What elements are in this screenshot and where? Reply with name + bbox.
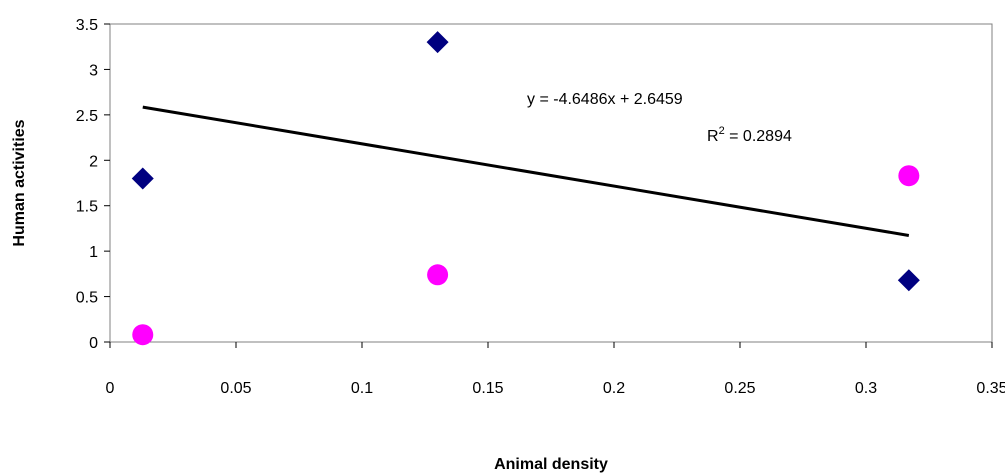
y-tick-label: 3 [89, 62, 98, 79]
trendline-group [142, 105, 910, 237]
x-tick-label: 0.05 [220, 380, 251, 397]
data-point-circle [132, 324, 154, 346]
r-squared-prefix: R [707, 128, 719, 145]
y-axis-title: Human activities [11, 119, 28, 246]
x-tick-label: 0.35 [976, 380, 1005, 397]
y-tick-label: 0.5 [76, 290, 98, 307]
r-squared-value: = 0.2894 [725, 128, 792, 145]
y-axis: 0 0.5 1 1.5 2 2.5 3 3.5 [76, 17, 110, 352]
data-point-diamond [897, 269, 920, 292]
r-squared-label: R2 = 0.2894 [707, 125, 792, 145]
x-axis-title: Animal density [494, 456, 608, 473]
x-tick-label: 0.3 [855, 380, 877, 397]
y-tick-label: 0 [89, 335, 98, 352]
y-tick-label: 1.5 [76, 199, 98, 216]
y-tick-label: 2 [89, 153, 98, 170]
data-points [131, 31, 920, 346]
x-tick-label: 0.15 [472, 380, 503, 397]
y-tick-label: 1 [89, 244, 98, 261]
x-tick-label: 0.25 [724, 380, 755, 397]
trendline [142, 105, 910, 237]
data-point-circle [898, 165, 920, 187]
x-tick-label: 0.1 [351, 380, 373, 397]
r-squared-superscript: 2 [719, 125, 725, 137]
y-tick-label: 2.5 [76, 108, 98, 125]
x-tick-label: 0 [106, 380, 115, 397]
x-tick-label: 0.2 [603, 380, 625, 397]
x-axis: 0 0.05 0.1 0.15 0.2 0.25 0.3 0.35 [106, 342, 1005, 397]
plot-area [109, 23, 993, 343]
data-point-diamond [426, 31, 449, 54]
data-point-circle [427, 264, 449, 286]
trend-equation: y = -4.6486x + 2.6459 [527, 91, 683, 108]
y-tick-label: 3.5 [76, 17, 98, 34]
data-point-diamond [131, 167, 154, 190]
